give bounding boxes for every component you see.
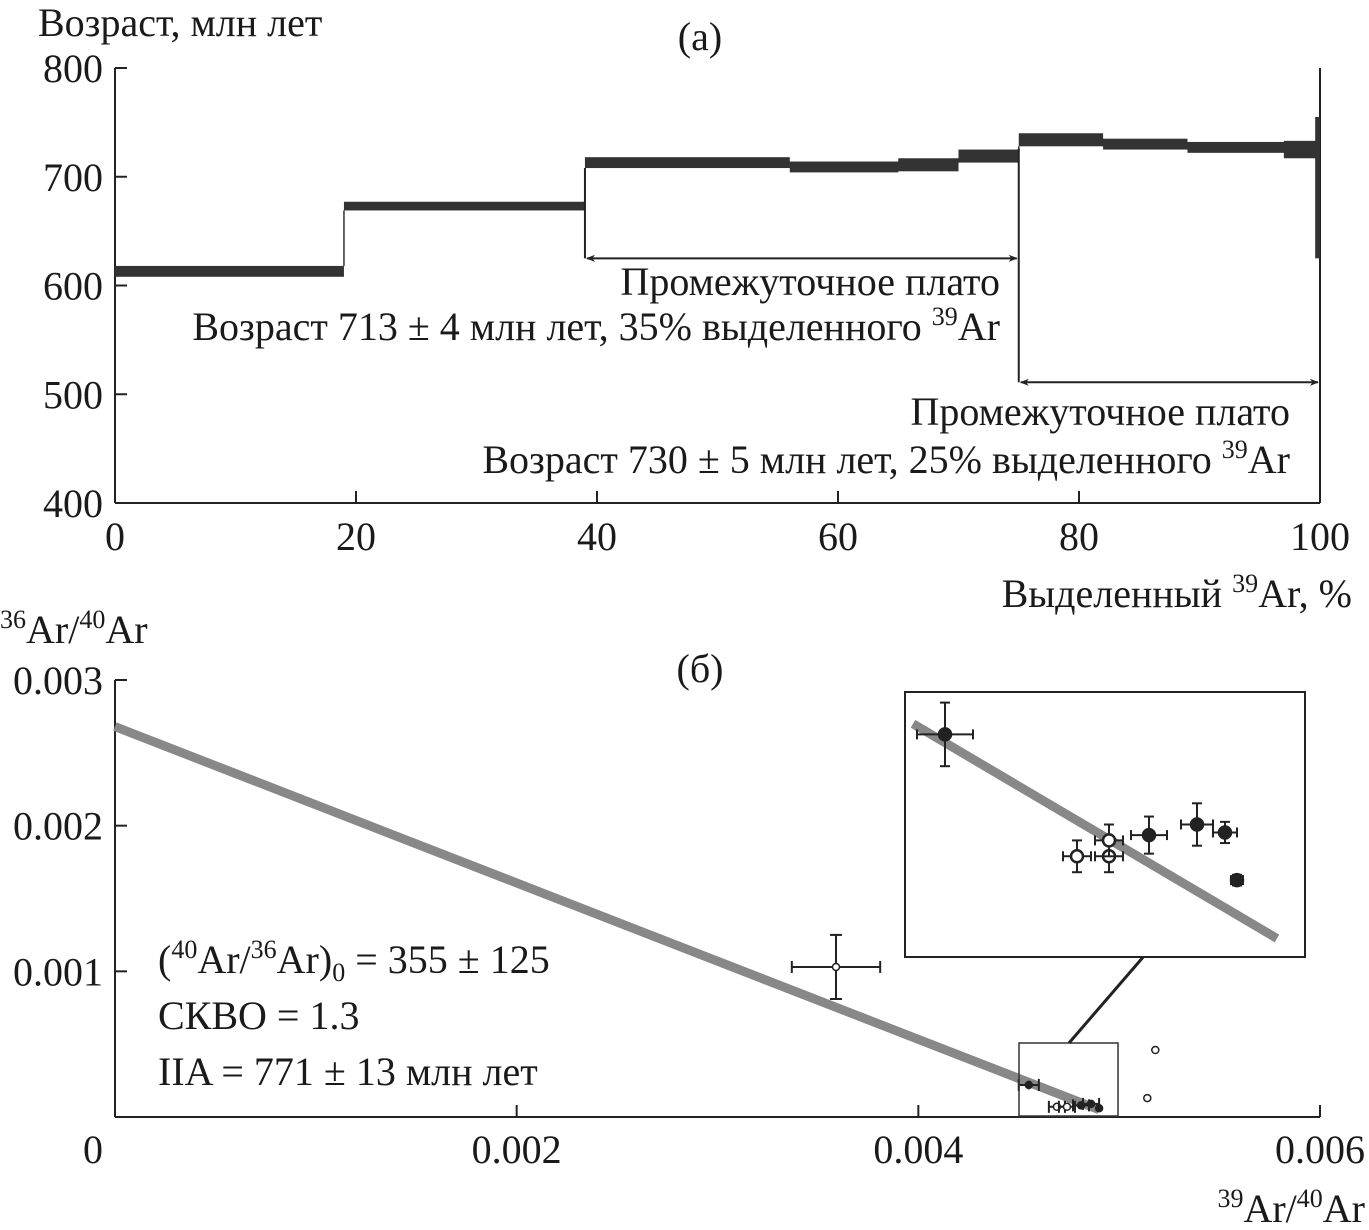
chart-a-step-bar — [1283, 140, 1316, 159]
plateau-annotation-1: Промежуточное плато Возраст 713 ± 4 млн … — [192, 148, 1020, 383]
chart-b-x-tick-label: 0.004 — [873, 1127, 963, 1172]
plateau-1-title: Промежуточное плато — [620, 259, 1000, 304]
chart-b-data-point — [1151, 1045, 1160, 1055]
chart-b-y-tick-label: 0.003 — [13, 658, 103, 703]
chart-b-inset-points — [916, 701, 1245, 888]
chart-b-inset-point — [1229, 872, 1245, 888]
chart-b-y-tick-label: 0.001 — [13, 949, 103, 994]
chart-a-x-tick-label: 60 — [818, 514, 858, 559]
initial-ratio-text: (40Ar/36Ar)0 = 355 ± 125 — [158, 935, 550, 987]
chart-b-statistics-text: (40Ar/36Ar)0 = 355 ± 125 СКВО = 1.3 IIA … — [158, 935, 550, 1094]
chart-a-step-bar — [898, 158, 959, 172]
chart-a-x-ticks: 0 20 40 60 80 100 — [105, 491, 1350, 559]
chart-b-inset — [904, 691, 1306, 958]
chart-b-inset-point — [1094, 823, 1124, 858]
chart-b-inset-point — [1062, 839, 1092, 874]
chart-a-y-tick-label: 400 — [43, 481, 103, 526]
chart-a-y-axis-label: Возраст, млн лет — [38, 0, 322, 45]
chart-b-x-tick-label: 0.006 — [1275, 1127, 1365, 1172]
chart-a-x-tick-label: 40 — [577, 514, 617, 559]
chart-a-step-bar — [584, 157, 790, 169]
chart-b-x-ticks: 0 0.002 0.004 0.006 — [83, 1105, 1365, 1172]
chart-b-zoom-region — [1018, 1042, 1119, 1117]
plateau-annotation-2: Промежуточное плато Возраст 730 ± 5 млн … — [482, 168, 1319, 482]
chart-a-step-bar — [1187, 141, 1284, 153]
chart-a-panel-label: (а) — [678, 14, 722, 59]
chart-b-x-tick-label: 0 — [83, 1127, 103, 1172]
chart-a-y-tick-label: 800 — [43, 46, 103, 91]
chart-a-x-axis-label: Выделенный 39Ar, % — [1002, 569, 1352, 616]
chart-b-data-points — [790, 933, 1160, 1113]
chart-b-data-point — [1143, 1093, 1152, 1103]
chart-a-x-tick-label: 0 — [105, 514, 125, 559]
plateau-2-title: Промежуточное плато — [910, 389, 1290, 434]
chart-a: (а) Возраст, млн лет 400 500 600 700 800 0 20… — [38, 0, 1352, 616]
chart-a-step-bar — [343, 201, 585, 211]
chart-a-step-bar — [789, 161, 899, 173]
chart-b-isochron-fit-line — [113, 722, 1101, 1114]
chart-b-y-ticks: 0.001 0.002 0.003 — [13, 658, 127, 994]
chart-a-y-tick-label: 500 — [43, 372, 103, 417]
chart-b-x-tick-label: 0.002 — [472, 1127, 562, 1172]
chart-a-step-bar — [1103, 138, 1188, 150]
chart-a-step-bar — [115, 265, 344, 277]
chart-b-data-point — [1094, 1104, 1104, 1113]
chart-b-x-axis-label: 39Ar/40Ar — [1217, 1184, 1365, 1230]
chart-a-x-tick-label: 20 — [336, 514, 376, 559]
chart-b-inset-point — [916, 701, 974, 768]
chart-a-step-bar — [1018, 133, 1104, 147]
chart-b-y-tick-label: 0.002 — [13, 804, 103, 849]
chart-b-inset-point — [1130, 815, 1168, 855]
chart-a-step-bar — [958, 149, 1019, 163]
chart-b-data-point — [790, 933, 882, 1001]
mswd-text: СКВО = 1.3 — [158, 993, 359, 1038]
chart-b-inset-point — [1212, 820, 1238, 845]
chart-a-age-spectrum — [115, 116, 1320, 277]
chart-a-x-tick-label: 80 — [1059, 514, 1099, 559]
plateau-1-age-text: Возраст 713 ± 4 млн лет, 35% выделенного… — [192, 302, 1000, 349]
isochron-age-text: IIA = 771 ± 13 млн лет — [158, 1049, 538, 1094]
chart-a-step-bar — [1315, 116, 1320, 259]
chart-a-y-tick-label: 600 — [43, 264, 103, 309]
chart-a-y-ticks: 400 500 600 700 800 — [43, 46, 127, 526]
chart-a-x-tick-label: 100 — [1290, 514, 1350, 559]
plateau-2-age-text: Возраст 730 ± 5 млн лет, 25% выделенного… — [482, 435, 1290, 482]
chart-b-panel-label: (б) — [677, 646, 724, 691]
chart-a-y-tick-label: 700 — [43, 155, 103, 200]
chart-b-y-axis-label: 36Ar/40Ar — [0, 605, 148, 652]
chart-b-inset-fit-line — [910, 719, 1280, 943]
